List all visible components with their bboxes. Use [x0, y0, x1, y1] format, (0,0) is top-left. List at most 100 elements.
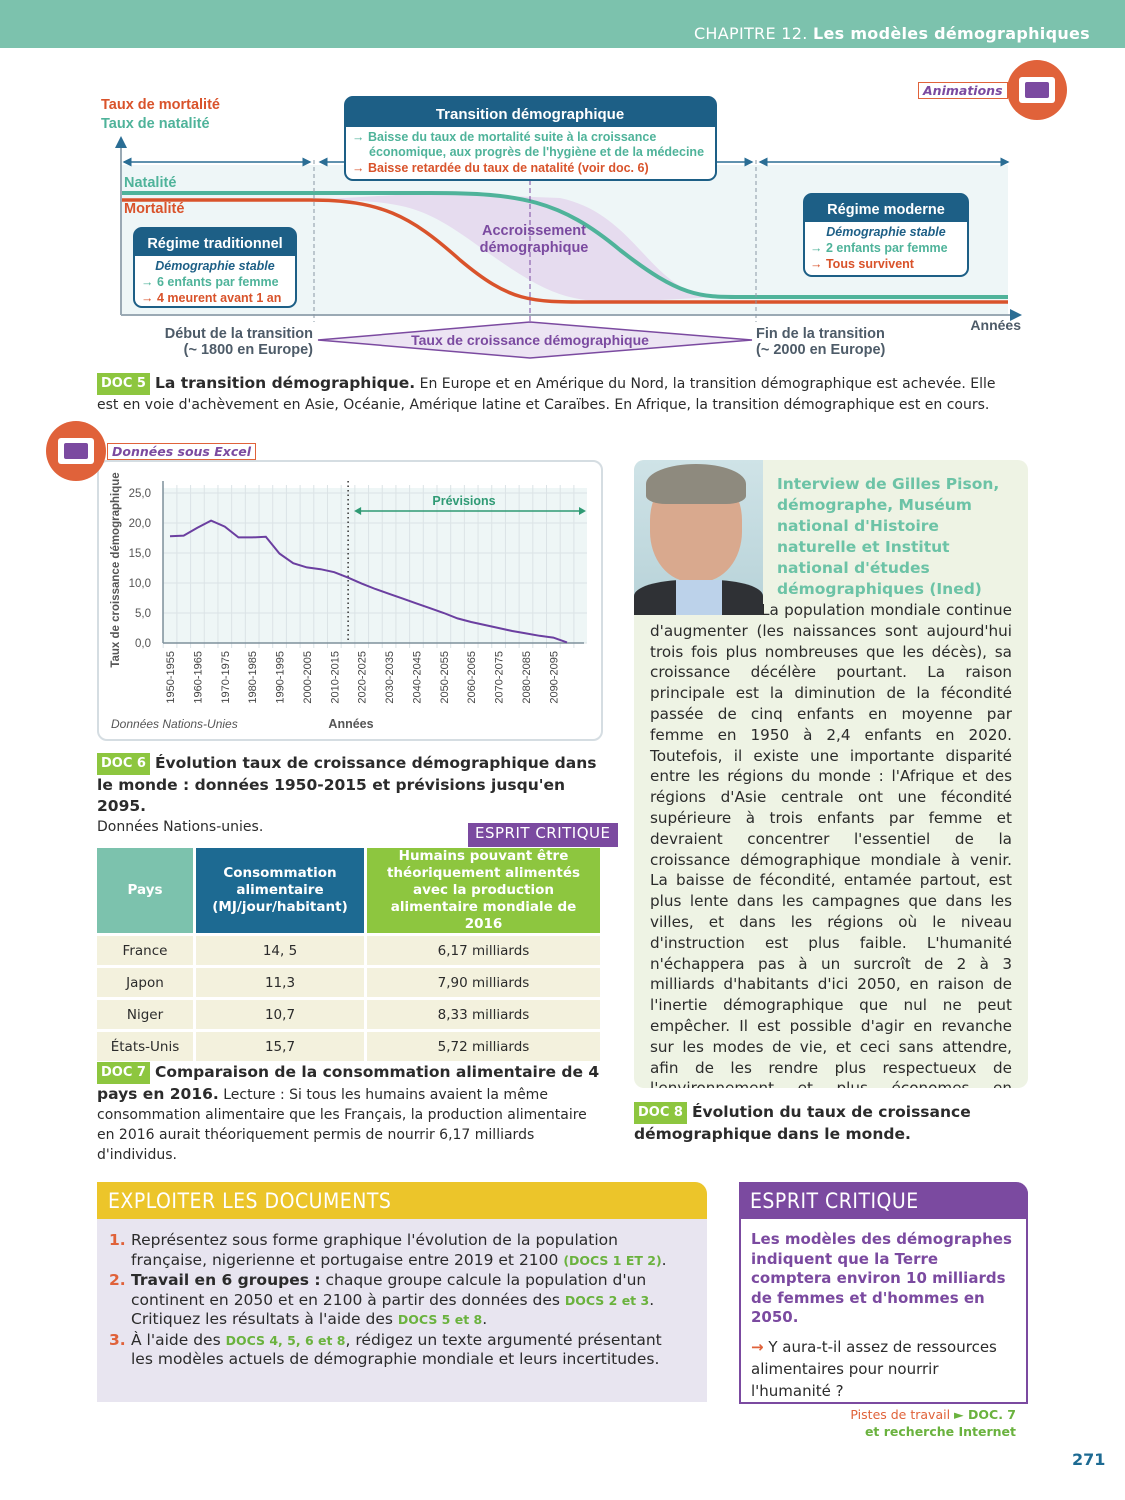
- arrow-right-icon: →: [751, 1337, 764, 1356]
- doc7-caption: DOC 7 Comparaison de la consommation alim…: [97, 1062, 600, 1163]
- svg-text:économique, aux progrès de l'h: économique, aux progrès de l'hygiène et …: [369, 145, 704, 159]
- svg-text:→ Baisse retardée du taux de n: → Baisse retardée du taux de natalité (v…: [352, 161, 649, 175]
- interview-title: Interview de Gilles Pison, démographe, M…: [777, 475, 1000, 598]
- exploiter-documents-box: EXPLOITER LES DOCUMENTS 1. Représentez so…: [97, 1182, 707, 1402]
- doc-reference-link[interactable]: DOCS 5 et 8: [397, 1312, 483, 1327]
- esprit-question: → Y aura-t-il assez de ressources alimen…: [751, 1337, 997, 1400]
- growth-rate-diamond: [317, 321, 753, 359]
- x-tick-label: 2080-2085: [521, 651, 533, 704]
- esprit-critique-box: ESPRIT CRITIQUE Les modèles des démograp…: [739, 1182, 1028, 1439]
- table-row: États-Unis 15,7 5,72 milliards: [97, 1032, 600, 1061]
- x-tick-label: 1980-1985: [247, 651, 259, 704]
- table-cell: Niger: [97, 1000, 193, 1029]
- doc6-caption: DOC 6 Évolution taux de croissance démogr…: [97, 753, 597, 835]
- y-tick-label: 25,0: [129, 488, 151, 500]
- growth-label: Accroissement: [482, 223, 586, 239]
- svg-text:Transition démographique: Transition démographique: [436, 106, 624, 123]
- x-tick-label: 2070-2075: [494, 651, 506, 704]
- food-consumption-table: Pays Consommation alimentaire (MJ/jour/h…: [94, 845, 603, 1064]
- interview-text: La population mondiale continue d'augmen…: [650, 601, 1012, 1088]
- portrait-photo: [634, 460, 763, 615]
- table-cell: États-Unis: [97, 1032, 193, 1061]
- svg-text:Régime moderne: Régime moderne: [827, 202, 945, 218]
- y-axis-label: Taux de croissance démographique: [110, 472, 122, 667]
- esprit-statement: Les modèles des démographes indiquent qu…: [751, 1230, 1012, 1326]
- svg-text:Régime traditionnel: Régime traditionnel: [147, 236, 282, 252]
- forecast-label: Prévisions: [432, 494, 495, 508]
- doc8-caption: DOC 8 Évolution du taux de croissance dém…: [634, 1102, 971, 1143]
- esprit-critique-tag: ESPRIT CRITIQUE: [468, 823, 618, 847]
- interview-box: Interview de Gilles Pison, démographe, M…: [634, 460, 1028, 1088]
- transition-diagram: Taux de mortalité Taux de natalité Natal…: [101, 96, 1022, 359]
- table-cell: 5,72 milliards: [367, 1032, 600, 1061]
- growth-rate-line: [169, 519, 568, 644]
- esprit-critique-title: ESPRIT CRITIQUE: [739, 1182, 1028, 1219]
- table-cell: 7,90 milliards: [367, 968, 600, 997]
- x-tick-label: 2090-2095: [548, 651, 560, 704]
- y-tick-label: 0,0: [135, 638, 151, 650]
- x-tick-label: 2010-2015: [329, 651, 341, 704]
- table-row: France 14, 5 6,17 milliards: [97, 936, 600, 965]
- growth-rate-chart: 0,0 5,0 10,0 15,0 20,0 25,0 1950-1955 1960-1965…: [110, 472, 587, 731]
- arrow-left-icon: [354, 507, 362, 515]
- svg-text:Taux de croissance démographiq: Taux de croissance démographique: [411, 332, 649, 348]
- svg-text:(~ 1800 en Europe): (~ 1800 en Europe): [184, 342, 314, 358]
- exercise-item: 3. À l'aide des DOCS 4, 5, 6 et 8, rédige…: [109, 1330, 662, 1369]
- doc-reference-link[interactable]: (DOCS 1 ET 2): [563, 1252, 662, 1268]
- doc-reference-link[interactable]: DOCS 2 et 3: [564, 1292, 650, 1308]
- x-tick-label: 1950-1955: [165, 651, 177, 704]
- x-tick-label: 2040-2045: [411, 651, 423, 704]
- legend-mortality: Taux de mortalité: [101, 97, 220, 113]
- chapter-header-bar: [0, 0, 1125, 48]
- source-label: Données Nations-Unies: [111, 717, 238, 731]
- svg-text:→ Baisse du taux de mortalité: → Baisse du taux de mortalité suite à la…: [352, 130, 656, 144]
- mortality-label: Mortalité: [124, 201, 184, 217]
- legend-natality: Taux de natalité: [101, 116, 210, 132]
- x-tick-label: 2020-2025: [357, 651, 369, 704]
- exercise-item: 2. Travail en 6 groupes : chaque groupe c…: [109, 1271, 655, 1328]
- svg-text:→ 2 enfants par femme: → 2 enfants par femme: [810, 241, 948, 255]
- svg-text:(~ 2000 en Europe): (~ 2000 en Europe): [756, 342, 886, 358]
- arrow-right-icon: [579, 507, 586, 515]
- x-tick-label: 2060-2065: [466, 651, 478, 704]
- table-cell: 11,3: [196, 968, 364, 997]
- svg-text:démographique: démographique: [480, 240, 589, 256]
- x-axis-label: Années: [328, 717, 373, 731]
- x-tick-label: 1990-1995: [275, 651, 287, 704]
- table-row: Niger 10,7 8,33 milliards: [97, 1000, 600, 1029]
- table-cell: 8,33 milliards: [367, 1000, 600, 1029]
- table-row: Japon 11,3 7,90 milliards: [97, 968, 600, 997]
- svg-text:Démographie stable: Démographie stable: [826, 225, 946, 239]
- x-tick-label: 1970-1975: [220, 651, 232, 704]
- table-cell: Japon: [97, 968, 193, 997]
- natality-label: Natalité: [124, 175, 176, 191]
- animations-icon[interactable]: [1007, 60, 1067, 120]
- modern-regime-box: Régime moderne Démographie stable → 2 en…: [803, 193, 969, 277]
- table-cell: 14, 5: [196, 936, 364, 965]
- table-cell: 15,7: [196, 1032, 364, 1061]
- animations-link[interactable]: Animations: [918, 82, 1008, 99]
- years-axis-label: Années: [970, 317, 1021, 333]
- table-cell: 6,17 milliards: [367, 936, 600, 965]
- svg-text:→ Tous survivent: → Tous survivent: [810, 257, 915, 271]
- transition-end-label: Fin de la transition: [756, 326, 885, 342]
- plot-area: [163, 488, 587, 643]
- x-tick-label: 2000-2005: [302, 651, 314, 704]
- excel-data-icon[interactable]: [46, 421, 106, 481]
- svg-text:→ 4 meurent avant 1 an: → 4 meurent avant 1 an: [141, 291, 281, 305]
- exercise-item: 1. Représentez sous forme graphique l'évo…: [109, 1231, 667, 1269]
- doc-reference-link[interactable]: DOCS 4, 5, 6 et 8: [225, 1332, 346, 1348]
- doc5-caption: DOC 5 La transition démographique. En Eur…: [97, 373, 996, 413]
- table-cell: France: [97, 936, 193, 965]
- svg-text:Démographie stable: Démographie stable: [155, 259, 275, 273]
- table-cell: 10,7: [196, 1000, 364, 1029]
- svg-text:→ 6 enfants par femme: → 6 enfants par femme: [141, 275, 279, 289]
- x-tick-label: 2030-2035: [384, 651, 396, 704]
- y-tick-label: 20,0: [129, 518, 151, 530]
- transition-start-label: Début de la transition: [165, 326, 313, 342]
- exploiter-title: EXPLOITER LES DOCUMENTS: [97, 1182, 707, 1219]
- y-tick-label: 5,0: [135, 608, 151, 620]
- transition-box: Transition démographique → Baisse du tau…: [344, 96, 717, 181]
- x-tick-label: 2050-2055: [439, 651, 451, 704]
- excel-data-link[interactable]: Données sous Excel: [107, 443, 257, 460]
